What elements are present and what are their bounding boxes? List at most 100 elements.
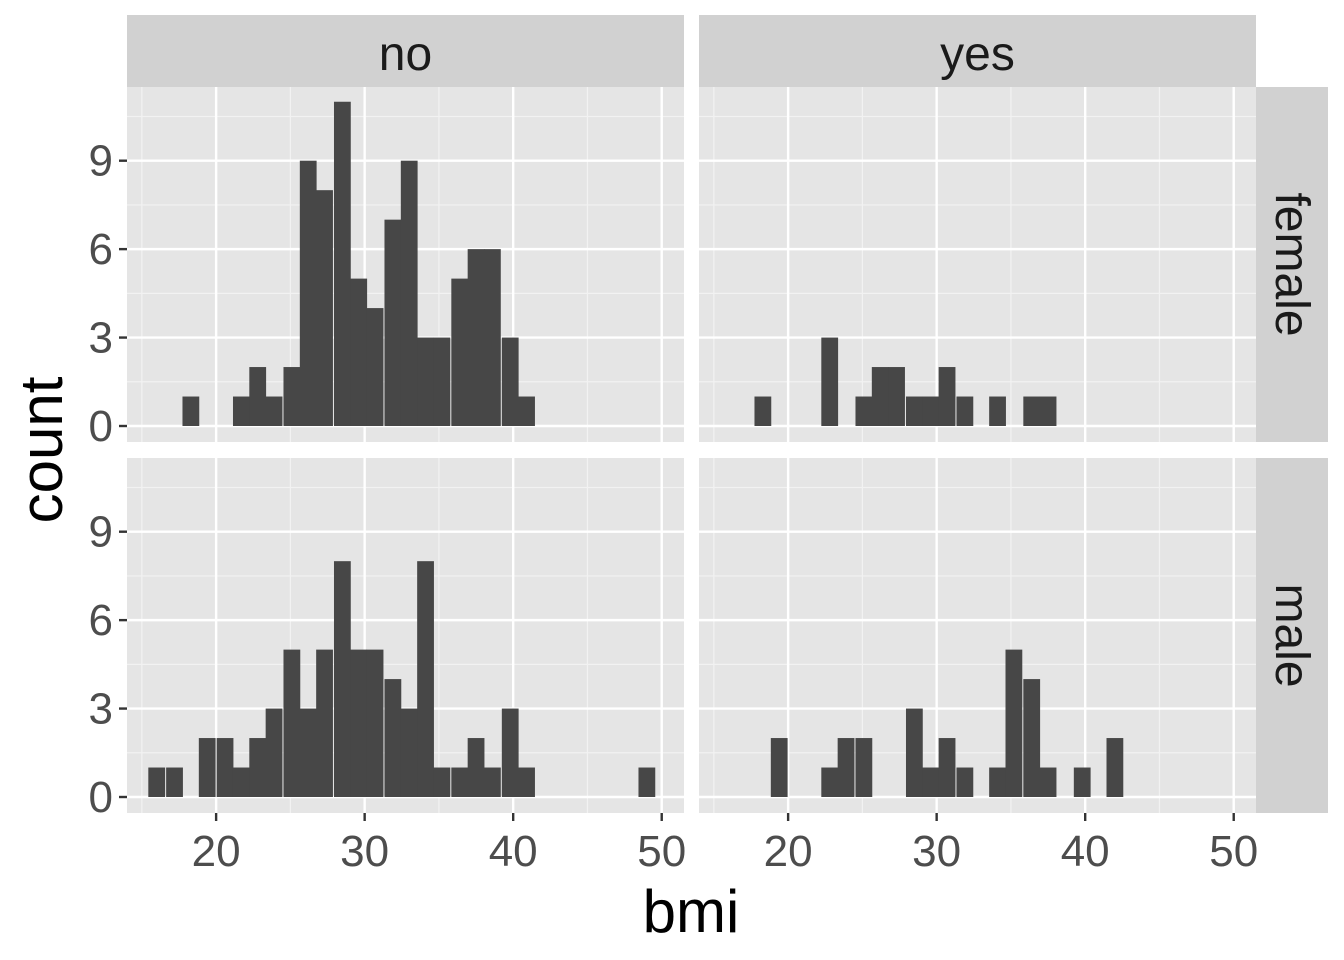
histogram-bar xyxy=(1039,396,1057,426)
strip-col-background xyxy=(127,15,684,87)
histogram-bar xyxy=(501,337,519,426)
histogram-bar xyxy=(483,767,501,797)
histogram-bar xyxy=(249,367,267,426)
histogram-bar xyxy=(316,190,333,426)
histogram-bar xyxy=(216,738,234,797)
histogram-bar xyxy=(265,396,283,426)
y-tick-label: 9 xyxy=(89,508,113,557)
histogram-bar xyxy=(299,160,317,426)
panel-background xyxy=(699,87,1256,442)
histogram-bar xyxy=(451,278,469,426)
histogram-bar xyxy=(1073,767,1091,797)
panel-male-no xyxy=(127,458,684,813)
x-tick-label: 40 xyxy=(489,827,538,876)
histogram-bar xyxy=(821,337,839,426)
histogram-bar xyxy=(467,249,485,426)
histogram-bar xyxy=(956,396,974,426)
histogram-bar xyxy=(638,767,656,797)
histogram-bar xyxy=(483,249,501,426)
strip-row-background xyxy=(1256,87,1328,442)
histogram-bar xyxy=(754,396,772,426)
histogram-bar xyxy=(1106,738,1124,797)
x-tick-label: 20 xyxy=(764,827,813,876)
histogram-bar xyxy=(232,767,250,797)
histogram-bar xyxy=(451,767,469,797)
histogram-bar xyxy=(938,367,956,426)
y-tick-label: 0 xyxy=(89,773,113,822)
histogram-bar xyxy=(333,561,351,797)
panel-female-yes xyxy=(699,87,1256,442)
x-tick-label: 40 xyxy=(1061,827,1110,876)
histogram-bar xyxy=(989,396,1006,426)
histogram-bar xyxy=(855,738,873,797)
histogram-bar xyxy=(938,738,956,797)
histogram-bar xyxy=(333,101,351,426)
histogram-bar xyxy=(871,367,889,426)
panel-background xyxy=(699,458,1256,813)
histogram-bar xyxy=(316,649,333,797)
y-tick-label: 9 xyxy=(89,137,113,186)
x-tick-label: 20 xyxy=(192,827,241,876)
y-tick-label: 3 xyxy=(89,314,113,363)
histogram-bar xyxy=(467,738,485,797)
histogram-bar xyxy=(770,738,788,797)
histogram-bar xyxy=(433,337,451,426)
histogram-bar xyxy=(232,396,250,426)
histogram-bar xyxy=(905,396,923,426)
strip-col-label: no xyxy=(379,28,432,81)
histogram-bar xyxy=(837,738,855,797)
panel-female-no xyxy=(127,87,684,442)
y-axis-title: count xyxy=(8,376,75,523)
histogram-bar xyxy=(198,738,216,797)
histogram-bar xyxy=(855,396,873,426)
histogram-bar xyxy=(148,767,166,797)
x-tick-label: 30 xyxy=(340,827,389,876)
histogram-bar xyxy=(166,767,183,797)
histogram-bar xyxy=(888,367,905,426)
histogram-bar xyxy=(283,649,301,797)
histogram-bar xyxy=(366,308,384,426)
histogram-bar xyxy=(1023,396,1041,426)
x-tick-label: 30 xyxy=(912,827,961,876)
histogram-bar xyxy=(283,367,301,426)
strip-row-background xyxy=(1256,458,1328,813)
histogram-bar xyxy=(182,396,200,426)
histogram-bar xyxy=(265,708,283,797)
histogram-bar xyxy=(956,767,974,797)
strip-col-label: yes xyxy=(940,28,1015,81)
histogram-bar xyxy=(350,649,368,797)
histogram-bar xyxy=(417,561,434,797)
histogram-bar xyxy=(922,396,940,426)
strip-col-background xyxy=(699,15,1256,87)
histogram-bar xyxy=(518,767,535,797)
histogram-bar xyxy=(366,649,384,797)
histogram-bar xyxy=(905,708,923,797)
strip-row-label: female xyxy=(1265,192,1318,336)
histogram-bar xyxy=(501,708,519,797)
x-tick-label: 50 xyxy=(1209,827,1258,876)
histogram-bar xyxy=(400,708,418,797)
histogram-bar xyxy=(417,337,434,426)
histogram-bar xyxy=(384,219,402,426)
histogram-bar xyxy=(821,767,839,797)
y-tick-label: 3 xyxy=(89,685,113,734)
histogram-bar xyxy=(350,278,368,426)
x-tick-label: 50 xyxy=(637,827,686,876)
histogram-bar xyxy=(299,708,317,797)
histogram-bar xyxy=(1023,679,1041,797)
y-tick-label: 0 xyxy=(89,402,113,451)
histogram-bar xyxy=(518,396,535,426)
strip-row-label: male xyxy=(1265,583,1318,687)
y-tick-label: 6 xyxy=(89,225,113,274)
histogram-bar xyxy=(1005,649,1023,797)
histogram-bar xyxy=(922,767,940,797)
y-tick-label: 6 xyxy=(89,596,113,645)
histogram-bar xyxy=(249,738,267,797)
histogram-bar xyxy=(433,767,451,797)
histogram-bar xyxy=(400,160,418,426)
panel-male-yes xyxy=(699,458,1256,813)
histogram-bar xyxy=(384,679,402,797)
x-axis-title: bmi xyxy=(643,878,740,945)
histogram-bar xyxy=(1039,767,1057,797)
